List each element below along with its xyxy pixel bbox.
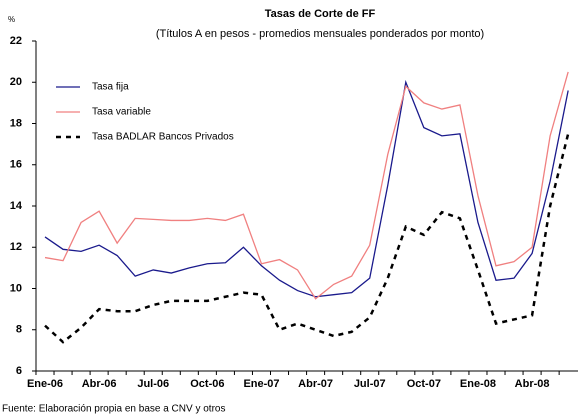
x-tick-label: Jul-07 — [354, 378, 386, 390]
x-tick-label: Abr-07 — [298, 378, 333, 390]
y-tick-label: 6 — [16, 365, 22, 377]
x-tick-label: Ene-06 — [27, 378, 63, 390]
series-line — [44, 71, 569, 300]
y-tick-label: 16 — [10, 159, 22, 171]
y-tick-label: 12 — [10, 241, 22, 253]
x-tick-label: Ene-08 — [460, 378, 496, 390]
series-line — [44, 79, 569, 298]
x-tick-label: Oct-07 — [407, 378, 441, 390]
y-tick-label: 8 — [16, 324, 22, 336]
y-tick-label: 22 — [10, 35, 22, 47]
y-tick-label: 14 — [10, 200, 23, 212]
y-unit: % — [8, 15, 15, 24]
x-tick-label: Abr-08 — [515, 378, 550, 390]
legend-label: Tasa variable — [92, 107, 151, 118]
legend-label: Tasa fija — [92, 82, 129, 93]
x-tick-label: Oct-06 — [190, 378, 224, 390]
x-tick-label: Ene-07 — [243, 378, 279, 390]
x-tick-label: Jul-06 — [137, 378, 169, 390]
y-tick-label: 10 — [10, 282, 22, 294]
chart-title: Tasas de Corte de FF — [265, 8, 376, 20]
y-tick-label: 18 — [10, 117, 22, 129]
source-note: Fuente: Elaboración propia en base a CNV… — [2, 404, 225, 415]
y-tick-label: 20 — [10, 76, 22, 88]
series-line — [44, 133, 570, 344]
legend-label: Tasa BADLAR Bancos Privados — [92, 132, 234, 143]
x-tick-label: Abr-06 — [82, 378, 117, 390]
chart-subtitle: (Títulos A en pesos - promedios mensuale… — [156, 28, 484, 40]
